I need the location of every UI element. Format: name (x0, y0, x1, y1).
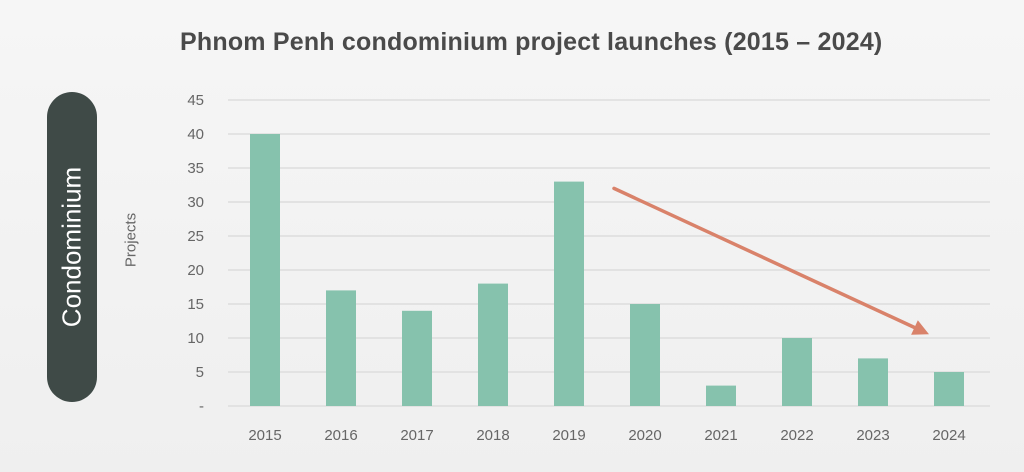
x-tick-label: 2020 (628, 427, 661, 444)
bar-2018 (478, 283, 508, 406)
x-tick-label: 2016 (324, 427, 357, 444)
x-tick-label: 2023 (856, 427, 889, 444)
y-tick-label: 15 (187, 296, 204, 313)
x-tick-label: 2015 (248, 427, 281, 444)
y-tick-label: 10 (187, 330, 204, 347)
x-axis-ticks: 2015 2016 2017 2018 2019 2020 2021 2022 2023 2024 (248, 427, 965, 444)
y-tick-label: 45 (187, 92, 204, 109)
x-tick-label: 2024 (932, 427, 965, 444)
chart-title: Phnom Penh condominium project launches … (180, 28, 883, 56)
bar-2017 (402, 310, 432, 406)
y-tick-label: 40 (187, 126, 204, 143)
trend-arrow-shaft (612, 186, 917, 330)
bar-2024 (934, 372, 964, 406)
bar-2023 (858, 358, 888, 406)
x-tick-label: 2018 (476, 427, 509, 444)
y-tick-label: 25 (187, 228, 204, 245)
y-tick-label: 5 (196, 364, 204, 381)
bar-2019 (554, 181, 584, 406)
bars (250, 134, 964, 406)
y-tick-label: 20 (187, 262, 204, 279)
bar-2015 (250, 134, 280, 406)
bar-2016 (326, 290, 356, 406)
category-pill: Condominium (47, 92, 97, 402)
y-tick-label: 30 (187, 194, 204, 211)
trend-arrow-head (911, 320, 929, 335)
y-axis-ticks: - 5 10 15 20 25 30 35 40 45 (187, 92, 204, 415)
y-tick-label: 35 (187, 160, 204, 177)
bar-2020 (630, 304, 660, 406)
x-tick-label: 2021 (704, 427, 737, 444)
bar-2021 (706, 385, 736, 406)
x-tick-label: 2022 (780, 427, 813, 444)
x-tick-label: 2019 (552, 427, 585, 444)
x-tick-label: 2017 (400, 427, 433, 444)
trend-arrow (612, 186, 929, 335)
y-tick-label: - (199, 398, 204, 415)
bar-2022 (782, 338, 812, 406)
